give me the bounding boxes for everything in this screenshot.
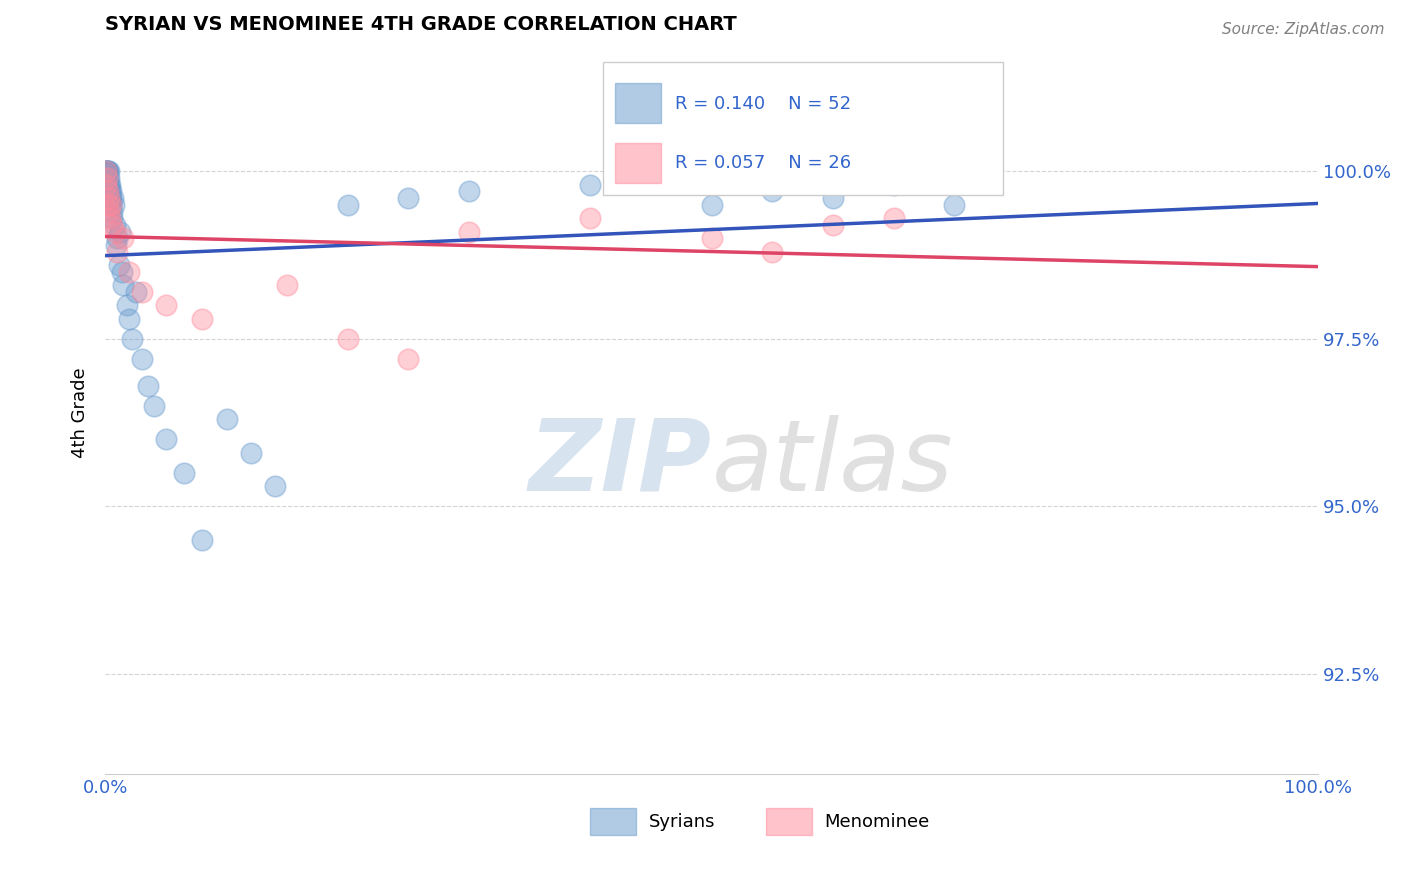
Point bbox=[276, 278, 298, 293]
Text: Source: ZipAtlas.com: Source: ZipAtlas.com bbox=[1222, 22, 1385, 37]
Point bbox=[883, 178, 905, 192]
Point bbox=[96, 164, 118, 178]
Text: Syrians: Syrians bbox=[648, 813, 716, 830]
Point bbox=[98, 204, 121, 219]
Text: R = 0.057    N = 26: R = 0.057 N = 26 bbox=[675, 154, 852, 172]
Point bbox=[191, 533, 214, 547]
Point bbox=[101, 211, 124, 226]
Point bbox=[108, 225, 131, 239]
Bar bbox=[614, 83, 661, 123]
Point bbox=[96, 164, 118, 178]
Point bbox=[700, 231, 723, 245]
Point bbox=[94, 164, 117, 178]
Point bbox=[96, 171, 118, 186]
Bar bbox=[614, 144, 661, 183]
Point bbox=[131, 285, 153, 299]
Point bbox=[96, 164, 118, 178]
Point bbox=[101, 191, 124, 205]
Point bbox=[98, 185, 121, 199]
Point bbox=[104, 225, 127, 239]
Point bbox=[142, 399, 165, 413]
Bar bbox=[766, 808, 813, 836]
Text: ZIP: ZIP bbox=[529, 415, 711, 511]
Point bbox=[100, 191, 122, 205]
Point bbox=[97, 178, 120, 192]
Point bbox=[100, 198, 122, 212]
Point bbox=[111, 265, 134, 279]
Point bbox=[94, 164, 117, 178]
Point bbox=[103, 198, 125, 212]
Point bbox=[579, 178, 602, 192]
Point bbox=[821, 218, 844, 232]
Point bbox=[98, 191, 121, 205]
Text: Menominee: Menominee bbox=[824, 813, 929, 830]
Bar bbox=[591, 808, 637, 836]
Point bbox=[100, 198, 122, 212]
Point bbox=[336, 198, 359, 212]
Point bbox=[700, 198, 723, 212]
Point bbox=[173, 466, 195, 480]
Point bbox=[98, 171, 121, 186]
Point bbox=[97, 185, 120, 199]
Point bbox=[105, 244, 128, 259]
Point bbox=[458, 225, 481, 239]
Point bbox=[104, 218, 127, 232]
Point bbox=[124, 285, 146, 299]
Point bbox=[883, 211, 905, 226]
Point bbox=[97, 191, 120, 205]
Point bbox=[121, 332, 143, 346]
Point bbox=[96, 178, 118, 192]
Point bbox=[97, 171, 120, 186]
Bar bbox=[603, 62, 1002, 195]
Point bbox=[131, 351, 153, 366]
Point bbox=[118, 265, 141, 279]
Point bbox=[107, 258, 129, 272]
Point bbox=[96, 164, 118, 178]
Text: SYRIAN VS MENOMINEE 4TH GRADE CORRELATION CHART: SYRIAN VS MENOMINEE 4TH GRADE CORRELATIO… bbox=[105, 15, 737, 34]
Point bbox=[100, 185, 122, 199]
Point bbox=[215, 412, 238, 426]
Point bbox=[101, 204, 124, 219]
Point bbox=[112, 278, 135, 293]
Point bbox=[398, 351, 420, 366]
Point bbox=[97, 198, 120, 212]
Text: atlas: atlas bbox=[711, 415, 953, 511]
Point bbox=[98, 211, 121, 226]
Point bbox=[112, 231, 135, 245]
Point bbox=[97, 185, 120, 199]
Point bbox=[98, 178, 121, 192]
Point bbox=[761, 244, 783, 259]
Point bbox=[98, 178, 121, 192]
Text: R = 0.140    N = 52: R = 0.140 N = 52 bbox=[675, 95, 852, 112]
Point bbox=[101, 218, 124, 232]
Point bbox=[821, 191, 844, 205]
Y-axis label: 4th Grade: 4th Grade bbox=[72, 368, 89, 458]
Point bbox=[136, 378, 159, 392]
Point bbox=[155, 298, 177, 312]
Point bbox=[97, 164, 120, 178]
Point bbox=[943, 198, 966, 212]
Point bbox=[579, 211, 602, 226]
Point bbox=[336, 332, 359, 346]
Point bbox=[155, 432, 177, 446]
Point bbox=[458, 185, 481, 199]
Point bbox=[191, 311, 214, 326]
Point bbox=[239, 445, 262, 459]
Point bbox=[97, 164, 120, 178]
Point bbox=[398, 191, 420, 205]
Point bbox=[105, 231, 128, 245]
Point bbox=[118, 311, 141, 326]
Point bbox=[115, 298, 138, 312]
Point bbox=[105, 238, 128, 252]
Point bbox=[96, 164, 118, 178]
Point bbox=[264, 479, 287, 493]
Point bbox=[761, 185, 783, 199]
